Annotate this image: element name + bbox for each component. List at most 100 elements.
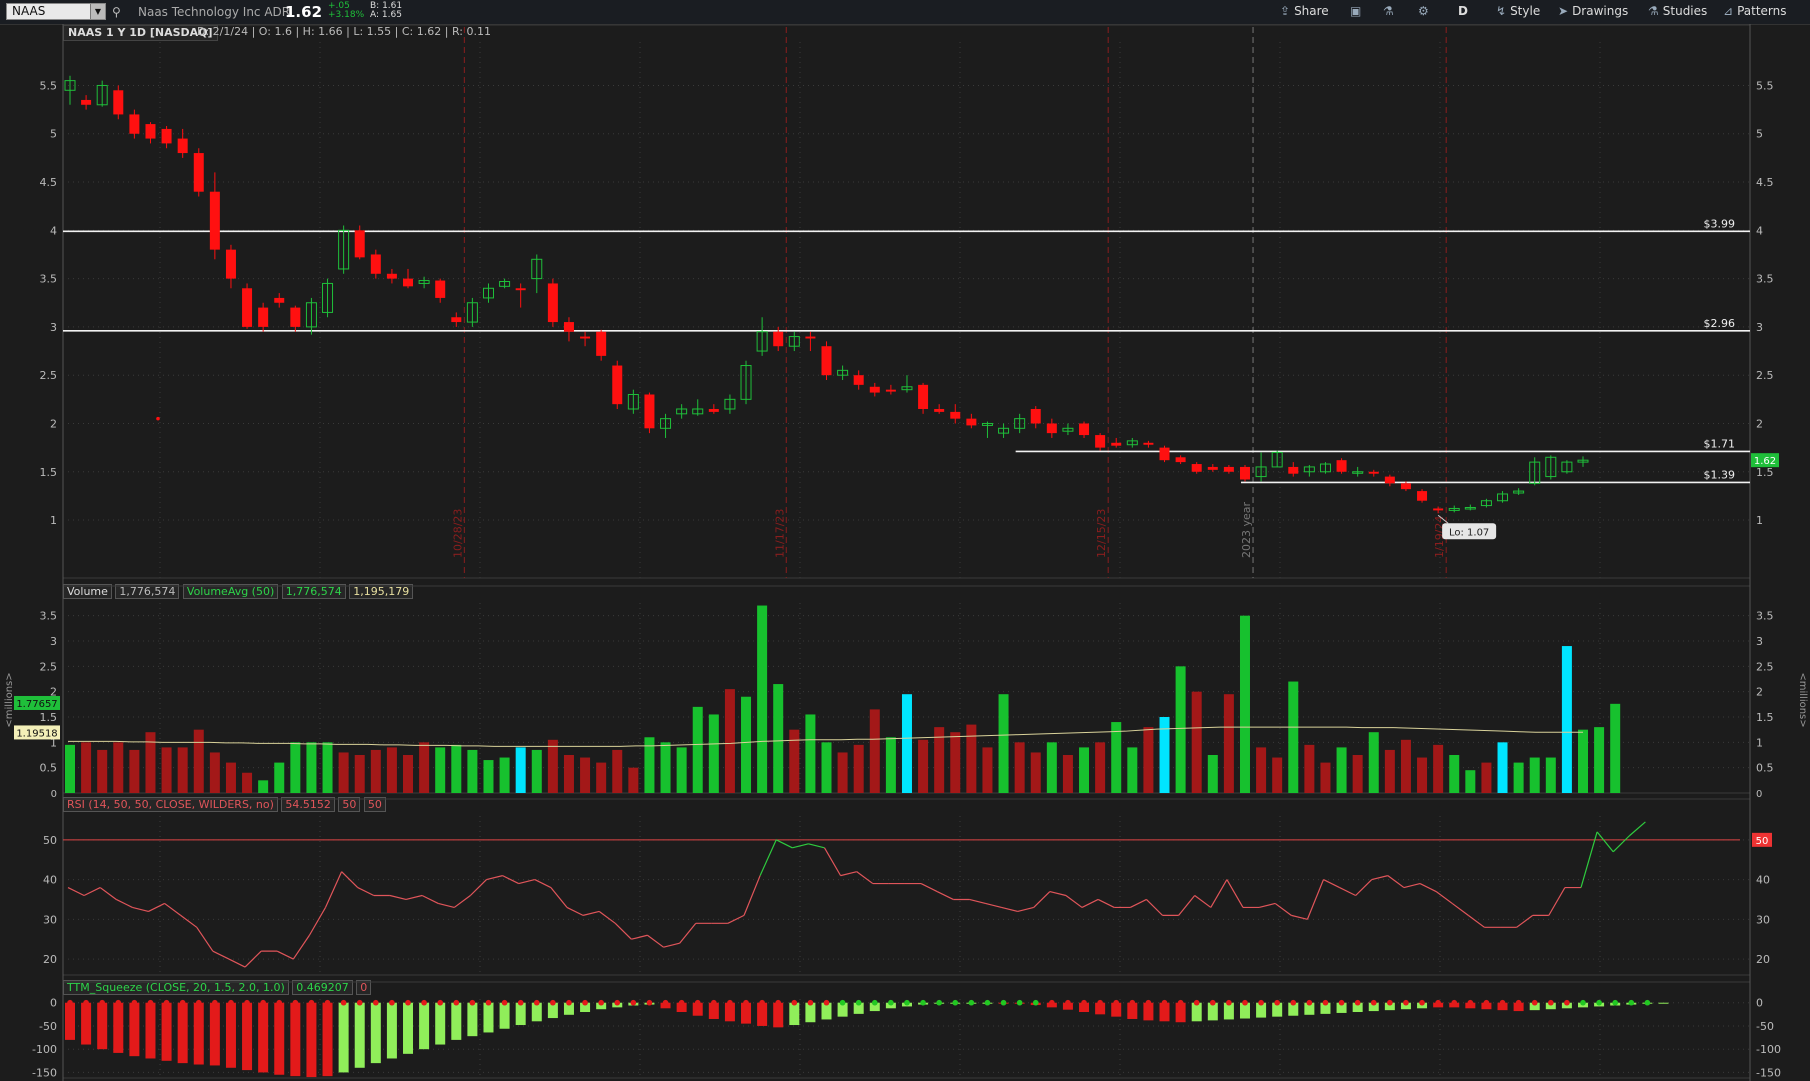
symbol-input[interactable]: NAAS ▼ bbox=[6, 3, 106, 20]
rsi-line-segment bbox=[1306, 879, 1325, 920]
rsi-line-segment bbox=[1467, 914, 1485, 928]
squeeze-bar bbox=[1062, 1002, 1073, 1010]
squeeze-bar bbox=[322, 1002, 333, 1077]
squeeze-bar bbox=[1272, 1002, 1283, 1017]
rsi-line-segment bbox=[1323, 879, 1340, 889]
volume-bar bbox=[547, 739, 558, 793]
rsi-header: RSI (14, 50, 50, CLOSE, WILDERS, no) 54.… bbox=[63, 797, 386, 812]
volume-left-tick-label: 1.5 bbox=[40, 711, 58, 724]
low-label-box bbox=[1442, 523, 1497, 540]
rsi-line-segment bbox=[83, 887, 101, 897]
squeeze-right-tick-label: 0 bbox=[1756, 997, 1763, 1010]
squeeze-bar bbox=[515, 1002, 526, 1026]
volume-avg-label: VolumeAvg (50) bbox=[182, 584, 279, 599]
drawings-button[interactable]: ➤ Drawings bbox=[1558, 4, 1628, 18]
squeeze-bar bbox=[644, 1002, 655, 1005]
candle-body-down bbox=[242, 288, 253, 327]
candle-body-down bbox=[1030, 408, 1041, 424]
rsi-line-segment bbox=[1291, 914, 1308, 920]
squeeze-bar bbox=[757, 1002, 768, 1026]
squeeze-dot bbox=[614, 999, 621, 1006]
squeeze-bar bbox=[1207, 1002, 1218, 1021]
candle-body-down bbox=[547, 283, 558, 323]
squeeze-dot bbox=[1403, 999, 1409, 1006]
candle-body-down bbox=[563, 322, 574, 332]
symbol-value: NAAS bbox=[12, 4, 46, 18]
squeeze-bar bbox=[692, 1002, 703, 1016]
volume-bar bbox=[1239, 615, 1250, 793]
squeeze-bar bbox=[918, 1002, 929, 1005]
rsi-line-segment bbox=[598, 910, 616, 924]
rsi-line-segment bbox=[727, 914, 745, 924]
rsi-line-segment bbox=[1097, 898, 1115, 908]
volume-bar bbox=[676, 747, 687, 793]
squeeze-dot bbox=[582, 999, 588, 1006]
squeeze-dot bbox=[904, 999, 910, 1006]
rsi-line-segment bbox=[1612, 835, 1630, 853]
date-markers: 10/28/23 11/17/23 12/15/23 2023 year 1/19/24 bbox=[451, 27, 1447, 578]
candle-body-down bbox=[1111, 442, 1122, 446]
squeeze-bar bbox=[1368, 1002, 1379, 1012]
volume-bar bbox=[1513, 762, 1524, 793]
squeeze-dot bbox=[743, 999, 749, 1006]
rsi-ob: 50 bbox=[338, 797, 361, 812]
candle-body-down bbox=[1143, 442, 1154, 445]
volume-bar bbox=[773, 684, 784, 793]
price-right-tick-label: 4 bbox=[1756, 224, 1763, 237]
patterns-button[interactable]: ⊿ Patterns bbox=[1723, 4, 1787, 18]
volume-bar bbox=[113, 742, 124, 793]
chevron-down-icon[interactable]: ▼ bbox=[90, 4, 105, 19]
ohlc-range: R: 0.11 bbox=[451, 25, 491, 38]
volume-bar bbox=[1046, 742, 1057, 793]
squeeze-dot bbox=[1258, 999, 1264, 1006]
squeeze-bar bbox=[676, 1002, 687, 1013]
candle-body-down bbox=[805, 336, 816, 339]
candle-body-down bbox=[950, 411, 961, 419]
volume-bars bbox=[65, 605, 1621, 793]
squeeze-bar bbox=[81, 1002, 92, 1045]
volume-bar bbox=[290, 742, 301, 793]
price-left-tick-label: 1 bbox=[50, 514, 57, 527]
candle-body-up bbox=[338, 229, 350, 270]
axis-labels: 1 1 1.5 1.5 2 2 2.5 2.5 3 3 3.5 3.5 4 4 4.5 4.5 5 5 5.5 5.5… bbox=[32, 79, 1781, 1079]
volume-bar bbox=[1062, 755, 1073, 793]
candle-body-up bbox=[627, 394, 639, 410]
link-icon[interactable]: ⚲ bbox=[112, 5, 121, 19]
share-button[interactable]: ⇪ Share bbox=[1280, 4, 1329, 18]
settings-button[interactable]: ⚙ bbox=[1418, 4, 1433, 18]
camera-icon: ▣ bbox=[1350, 4, 1362, 18]
rsi-plot bbox=[63, 821, 1740, 968]
squeeze-dot bbox=[807, 999, 814, 1006]
volume-bar bbox=[1449, 755, 1460, 793]
squeeze-dot bbox=[453, 999, 460, 1006]
studies-button[interactable]: ⚗ Studies bbox=[1648, 4, 1707, 18]
volume-bar bbox=[1610, 703, 1621, 793]
rsi-level-bubble bbox=[1752, 832, 1772, 847]
squeeze-dot bbox=[1097, 999, 1103, 1006]
candle-body-up bbox=[660, 418, 672, 429]
last-price: 1.62 bbox=[285, 3, 323, 21]
ttm-value: 0.469207 bbox=[292, 980, 353, 995]
rsi-line-segment bbox=[357, 887, 375, 897]
volume-bar bbox=[515, 747, 526, 793]
volume-bar bbox=[145, 732, 156, 793]
candle-body-down bbox=[1239, 466, 1250, 480]
squeeze-bar bbox=[724, 1002, 735, 1022]
snapshot-button[interactable]: ▣ bbox=[1350, 4, 1365, 18]
rsi-line-segment bbox=[292, 934, 310, 960]
period-button[interactable]: D bbox=[1458, 4, 1468, 18]
volume-bar bbox=[1304, 744, 1315, 793]
squeeze-bar bbox=[499, 1002, 510, 1029]
flask-button[interactable]: ⚗ bbox=[1383, 4, 1398, 18]
rsi-line-segment bbox=[1049, 890, 1067, 897]
rsi-line-segment bbox=[1033, 891, 1051, 908]
ohlc-close: C: 1.62 bbox=[401, 25, 442, 38]
volume-left-tick-label: 2.5 bbox=[40, 660, 58, 673]
rsi-line-segment bbox=[212, 950, 230, 960]
squeeze-bar bbox=[1642, 1002, 1653, 1004]
squeeze-bar bbox=[1400, 1002, 1411, 1010]
squeeze-bar bbox=[145, 1002, 156, 1059]
style-button[interactable]: ↯ Style bbox=[1496, 4, 1540, 18]
rsi-line-segment bbox=[856, 871, 874, 885]
